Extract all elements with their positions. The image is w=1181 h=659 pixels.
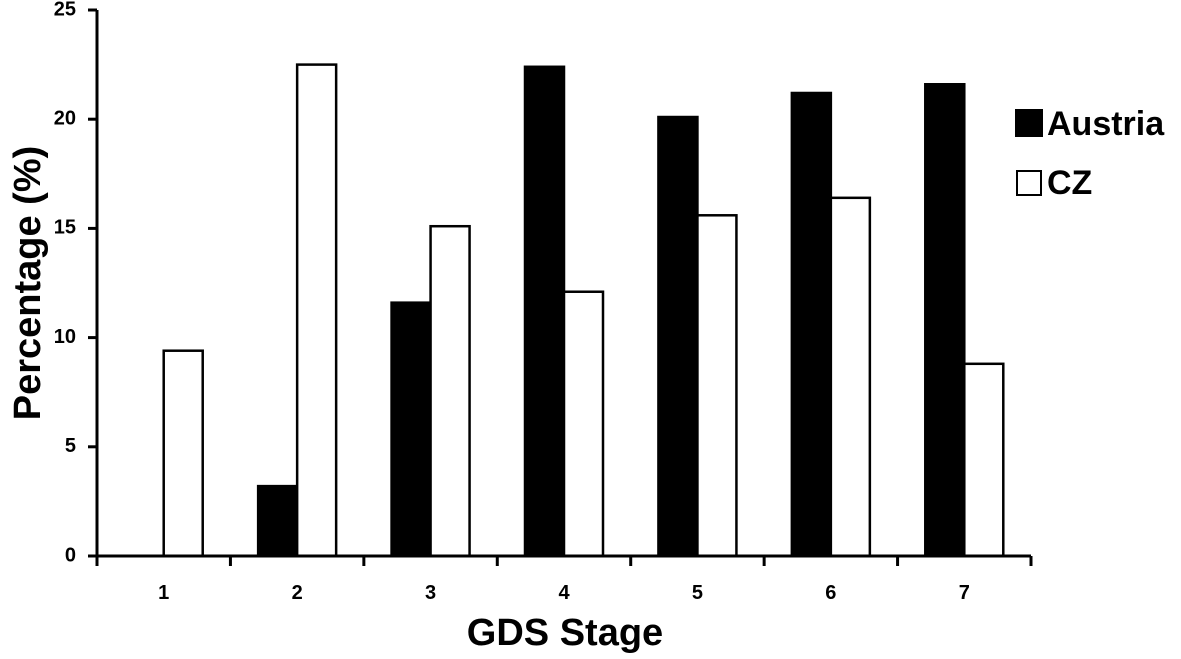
- x-tick-label: 1: [158, 582, 169, 604]
- bar-cz-5: [696, 214, 738, 558]
- x-axis-title: GDS Stage: [467, 612, 663, 654]
- legend-swatch-cz: [1016, 170, 1042, 196]
- bar-cz-2: [295, 63, 338, 558]
- bar-austria-2: [256, 484, 299, 558]
- axes-layer: [95, 10, 1031, 558]
- bar-austria-7: [924, 83, 966, 558]
- y-tick-label: 20: [54, 107, 76, 129]
- legend-label-cz: CZ: [1047, 164, 1092, 202]
- x-ticks: 1 2 3 4 5 6 7: [95, 556, 1033, 604]
- y-tick-label: 10: [54, 326, 76, 348]
- y-tick-label: 15: [54, 217, 76, 239]
- bar-austria-6: [790, 91, 833, 558]
- bar-cz-6: [829, 196, 872, 558]
- legend-swatch-austria: [1015, 109, 1043, 137]
- bar-austria-3: [390, 301, 432, 558]
- y-tick-label: 5: [65, 435, 76, 457]
- bar-cz-1: [162, 349, 204, 558]
- bar-cz-3: [429, 224, 471, 558]
- x-tick-label: 2: [292, 582, 303, 604]
- y-tick-label: 0: [65, 544, 76, 566]
- bar-cz-7: [963, 362, 1005, 558]
- legend: Austria CZ: [1015, 105, 1165, 202]
- legend-label-austria: Austria: [1047, 105, 1165, 143]
- bar-austria-5: [657, 115, 699, 558]
- x-tick-label: 6: [825, 582, 836, 604]
- y-tick-label: 25: [54, 0, 76, 20]
- bars-layer: [162, 63, 1005, 558]
- bar-cz-4: [562, 290, 605, 558]
- bar-austria-4: [523, 65, 566, 558]
- y-axis-title: Percentage (%): [7, 146, 49, 421]
- x-tick-label: 3: [425, 582, 436, 604]
- x-tick-label: 5: [692, 582, 703, 604]
- x-tick-label: 7: [959, 582, 970, 604]
- y-ticks: 0 5 10 15 20 25: [54, 0, 97, 566]
- x-tick-label: 4: [558, 582, 570, 604]
